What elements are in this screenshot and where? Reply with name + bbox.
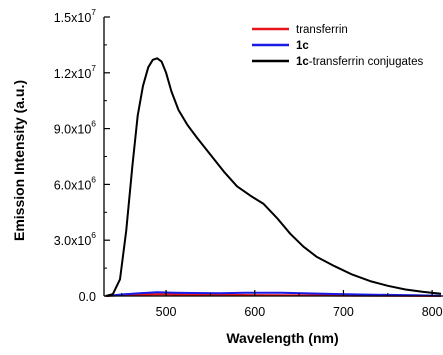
x-tick-label: 500 <box>156 305 177 319</box>
legend-label: 1c-transferrin conjugates <box>296 56 423 68</box>
x-tick-label: 600 <box>244 305 265 319</box>
legend: transferrin 1c 1c-transferrin conjugates <box>252 24 423 68</box>
y-axis-ticks: 0.0 3.0x106 6.0x106 9.0x106 1.2x107 1.5x107 <box>54 7 110 304</box>
y-tick-label: 1.5x107 <box>54 7 97 25</box>
x-tick-label: 800 <box>422 305 443 319</box>
axes-layer: 500 600 700 800 0.0 3.0x106 6.0x106 9.0x106 1.2… <box>54 7 443 319</box>
x-tick-label: 700 <box>333 305 354 319</box>
y-tick-label: 3.0x106 <box>54 230 97 248</box>
series-layer <box>105 57 442 297</box>
y-tick-label: 6.0x106 <box>54 174 97 192</box>
legend-label: 1c <box>296 40 309 52</box>
y-axis-title: Emission Intensity (a.u.) <box>11 80 27 241</box>
y-tick-label: 9.0x106 <box>54 119 97 137</box>
legend-label: transferrin <box>296 24 348 36</box>
x-axis-title: Wavelength (nm) <box>226 330 338 346</box>
x-axis-ticks: 500 600 700 800 <box>121 290 443 319</box>
series-line <box>105 57 442 297</box>
y-tick-label: 0.0 <box>79 290 96 304</box>
y-tick-label: 1.2x107 <box>54 63 97 81</box>
